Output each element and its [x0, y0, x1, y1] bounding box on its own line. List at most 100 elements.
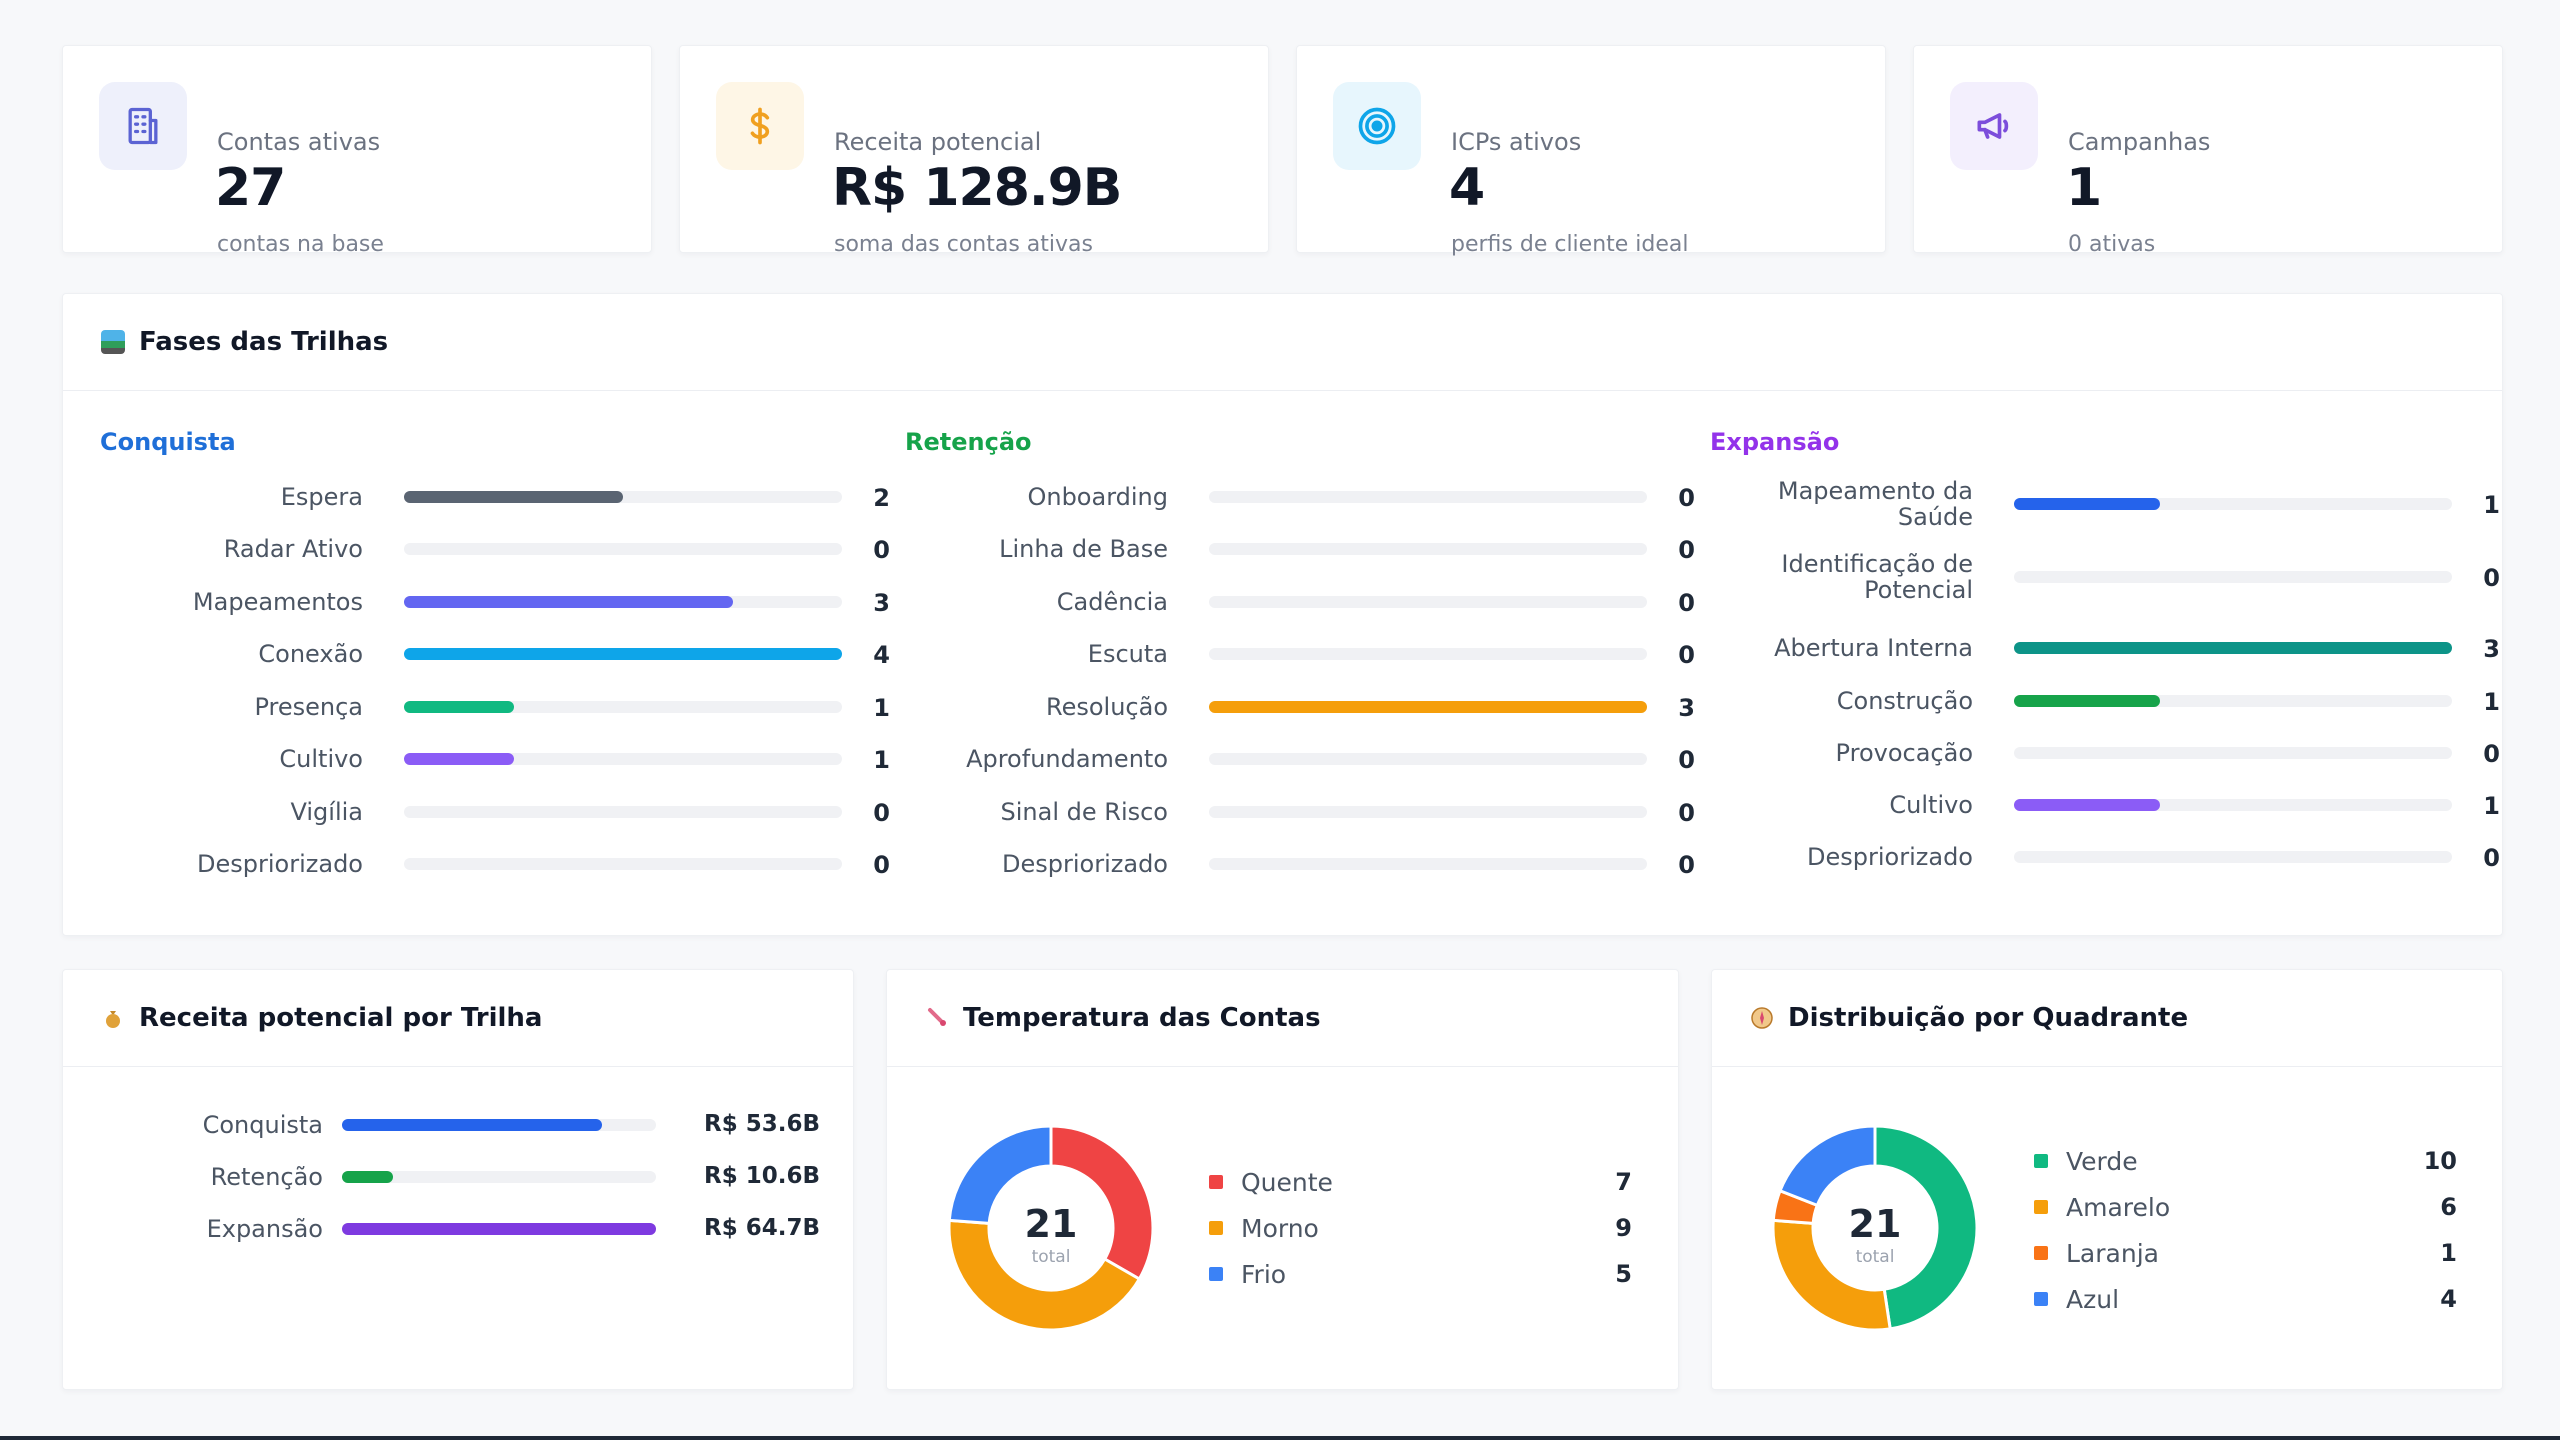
phase-bar-track: [1209, 753, 1647, 765]
phase-bar-track: [2014, 799, 2452, 811]
phase-bar-track: [1209, 543, 1647, 555]
column-title-conquista: Conquista: [100, 428, 236, 456]
revenue-value: R$ 10.6B: [704, 1163, 820, 1189]
phase-bar-track: [1209, 858, 1647, 870]
column-title-expansao: Expansão: [1710, 428, 1840, 456]
phase-bar-track: [404, 753, 842, 765]
kpi-label: Contas ativas: [217, 128, 381, 156]
phase-bar-fill: [2014, 642, 2452, 654]
column-title-retencao: Retenção: [905, 428, 1032, 456]
phase-label: Mapeamento da Saúde: [1777, 477, 1973, 531]
phase-count: 0: [1678, 589, 1695, 617]
legend-swatch: [2034, 1292, 2048, 1306]
phase-label: Cultivo: [1889, 791, 1973, 819]
revenue-panel: Receita potencial por Trilha Conquista R$…: [62, 969, 854, 1390]
donut-slice-frio: [947, 1124, 1053, 1225]
legend-label: Morno: [1241, 1213, 1319, 1243]
phase-count: 0: [2483, 844, 2500, 872]
legend-item: Laranja: [2034, 1233, 2159, 1273]
donut-slice-verde: [1873, 1124, 1979, 1331]
phase-count: 3: [1678, 694, 1695, 722]
kpi-subtext: 0 ativas: [2068, 232, 2156, 257]
phase-row: Provocação 0: [1710, 727, 2500, 779]
phase-label: Conexão: [258, 640, 363, 668]
phase-bar-fill: [404, 753, 514, 765]
phase-count: 1: [2483, 688, 2500, 716]
phase-row: Despriorizado 0: [1710, 831, 2500, 883]
dollar-icon: [716, 82, 804, 170]
phase-bar-fill: [2014, 799, 2160, 811]
quadrant-title: Distribuição por Quadrante: [1788, 1003, 2189, 1033]
phase-row: Escuta 0: [905, 628, 1695, 680]
kpi-subtext: soma das contas ativas: [834, 232, 1093, 257]
phase-count: 0: [873, 799, 890, 827]
phase-label: Identificação de Potencial: [1781, 550, 1973, 604]
phase-label: Radar Ativo: [223, 535, 363, 563]
phase-label: Provocação: [1835, 739, 1973, 767]
phase-row: Conexão 4: [100, 628, 890, 680]
phase-bar-track: [404, 858, 842, 870]
revenue-label: Conquista: [202, 1111, 323, 1139]
phase-row: Linha de Base 0: [905, 523, 1695, 575]
panel-title: Distribuição por Quadrante: [1750, 970, 2188, 1066]
legend-label: Frio: [1241, 1259, 1287, 1289]
phase-row: Vigília 0: [100, 786, 890, 838]
revenue-bar-fill: [342, 1119, 602, 1131]
phase-bar-track: [1209, 491, 1647, 503]
megaphone-icon: [1950, 82, 2038, 170]
phase-count: 1: [873, 694, 890, 722]
phase-row: Espera 2: [100, 471, 890, 523]
phase-bar-track: [2014, 747, 2452, 759]
phase-label: Linha de Base: [999, 535, 1168, 563]
phase-label: Abertura Interna: [1774, 634, 1973, 662]
phase-bar-fill: [404, 701, 514, 713]
phase-bar-track: [1209, 806, 1647, 818]
phase-row: Construção 1: [1710, 675, 2500, 727]
phase-label: Despriorizado: [1002, 850, 1168, 878]
legend-label: Amarelo: [2066, 1192, 2171, 1222]
phase-bar-track: [2014, 695, 2452, 707]
legend-count: 4: [2440, 1285, 2457, 1313]
phase-bar-fill: [404, 648, 842, 660]
thermometer-icon: [925, 1006, 949, 1030]
legend-label: Laranja: [2066, 1238, 2159, 1268]
revenue-bar-track: [342, 1119, 656, 1131]
kpi-label: ICPs ativos: [1451, 128, 1582, 156]
kpi-value: 1: [2066, 158, 2102, 218]
phase-row: Despriorizado 0: [905, 838, 1695, 890]
phase-bar-track: [404, 596, 842, 608]
donut-total: 21: [1024, 1202, 1078, 1246]
kpi-card-contas: Contas ativas 27 contas na base: [62, 45, 652, 257]
kpi-value: R$ 128.9B: [832, 158, 1122, 218]
phase-row: Mapeamento da Saúde 1: [1710, 477, 2500, 531]
donut-slice-azul: [1778, 1124, 1877, 1208]
phase-count: 0: [1678, 746, 1695, 774]
phase-row: Cadência 0: [905, 576, 1695, 628]
temperature-donut-chart: [947, 1124, 1155, 1332]
phase-label: Cultivo: [279, 745, 363, 773]
phase-row: Onboarding 0: [905, 471, 1695, 523]
revenue-title: Receita potencial por Trilha: [139, 1003, 543, 1033]
phase-bar-fill: [2014, 498, 2160, 510]
phase-bar-track: [404, 491, 842, 503]
legend-swatch: [2034, 1154, 2048, 1168]
panel-title: Temperatura das Contas: [925, 970, 1321, 1066]
legend-item: Frio: [1209, 1254, 1286, 1294]
phase-row: Cultivo 1: [1710, 779, 2500, 831]
donut-slice-morno: [947, 1218, 1142, 1332]
donut-total-label: total: [1855, 1247, 1895, 1267]
legend-count: 10: [2423, 1147, 2457, 1175]
divider: [63, 390, 2502, 391]
target-icon: [1333, 82, 1421, 170]
legend-swatch: [2034, 1200, 2048, 1214]
building-icon: [99, 82, 187, 170]
legend-count: 1: [2440, 1239, 2457, 1267]
revenue-bar-track: [342, 1171, 656, 1183]
kpi-card-receita: Receita potencial R$ 128.9B soma das con…: [679, 45, 1269, 257]
phases-panel: Fases das Trilhas Conquista Retenção Exp…: [62, 293, 2503, 936]
legend-item: Morno: [1209, 1208, 1319, 1248]
donut-total: 21: [1848, 1202, 1902, 1246]
phase-label: Vigília: [290, 798, 363, 826]
phase-count: 0: [2483, 740, 2500, 768]
donut-slice-quente: [1049, 1124, 1155, 1282]
